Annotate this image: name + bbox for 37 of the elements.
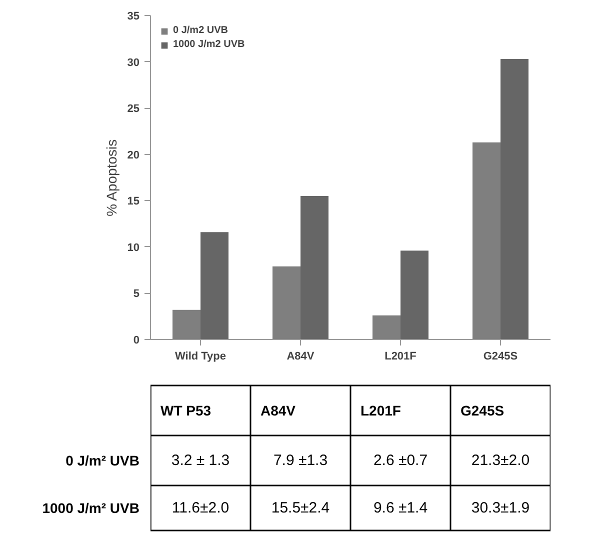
y-tick-label: 5 <box>133 288 140 300</box>
data-label: 15.5±2.4 <box>271 500 330 516</box>
data-label: 3.2 ± 1.3 <box>171 452 230 469</box>
bar <box>300 196 328 340</box>
legend-label: 1000 J/m2 UVB <box>173 39 245 50</box>
data-label: 9.6 ±1.4 <box>373 500 428 516</box>
data-label: 11.6±2.0 <box>172 500 230 516</box>
bar <box>200 232 228 340</box>
y-axis-title: % Apoptosis <box>103 139 120 216</box>
text: 1000 J/m² UVB <box>42 500 140 516</box>
data-label: 7.9 ±1.3 <box>273 452 328 469</box>
x-tick-label: L201F <box>384 350 417 362</box>
bar <box>372 315 400 340</box>
y-tick-label: 30 <box>127 56 140 69</box>
text: G245S <box>460 402 504 418</box>
bar <box>172 310 200 340</box>
y-tick-label: 35 <box>127 10 140 22</box>
y-tick-label: 15 <box>127 196 140 208</box>
y-tick-label: 25 <box>127 103 140 116</box>
y-tick-label: 0 <box>133 334 140 346</box>
x-tick-label: Wild Type <box>174 350 226 362</box>
data-label: 2.6 ±0.7 <box>373 452 428 469</box>
legend-label: 0 J/m2 UVB <box>173 25 228 36</box>
text: A84V <box>260 402 296 418</box>
bar <box>472 142 500 340</box>
y-tick-label: 10 <box>127 242 140 254</box>
x-tick-label: A84V <box>286 350 315 362</box>
x-tick-label: G245S <box>483 350 518 362</box>
text: L201F <box>360 402 402 418</box>
text: WT P53 <box>160 402 212 418</box>
data-label: 30.3±1.9 <box>471 500 530 516</box>
text: 0 J/m² UVB <box>66 452 140 468</box>
bar <box>272 266 300 340</box>
data-label: 21.3±2.0 <box>471 452 530 469</box>
bar <box>400 250 428 340</box>
y-tick-label: 20 <box>127 149 140 162</box>
bar <box>500 59 528 340</box>
